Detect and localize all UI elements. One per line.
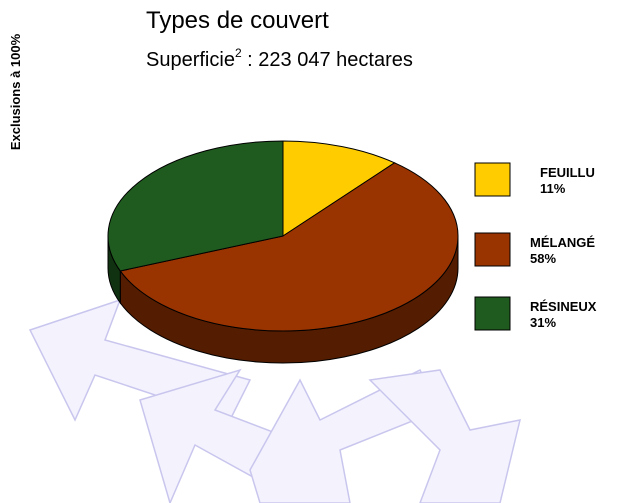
chart-subtitle: Superficie2 : 223 047 hectares (146, 46, 413, 71)
legend-swatch (475, 297, 510, 330)
chart: Exclusions à 100% Types de couvert Super… (0, 0, 633, 503)
legend-value: 58% (530, 251, 556, 266)
pie (108, 141, 458, 363)
subtitle-text: : 223 047 hectares (242, 49, 413, 71)
chart-title: Types de couvert (146, 7, 329, 34)
legend-value: 31% (530, 315, 556, 330)
legend-label: FEUILLU (540, 165, 595, 180)
legend-swatch (475, 163, 510, 196)
subtitle-text: Superficie (146, 49, 235, 71)
legend-swatch (475, 233, 510, 266)
legend-label: MÉLANGÉ (530, 235, 595, 250)
legend-label: RÉSINEUX (530, 299, 597, 314)
legend-value: 11% (540, 181, 566, 196)
side-label: Exclusions à 100% (8, 33, 23, 150)
